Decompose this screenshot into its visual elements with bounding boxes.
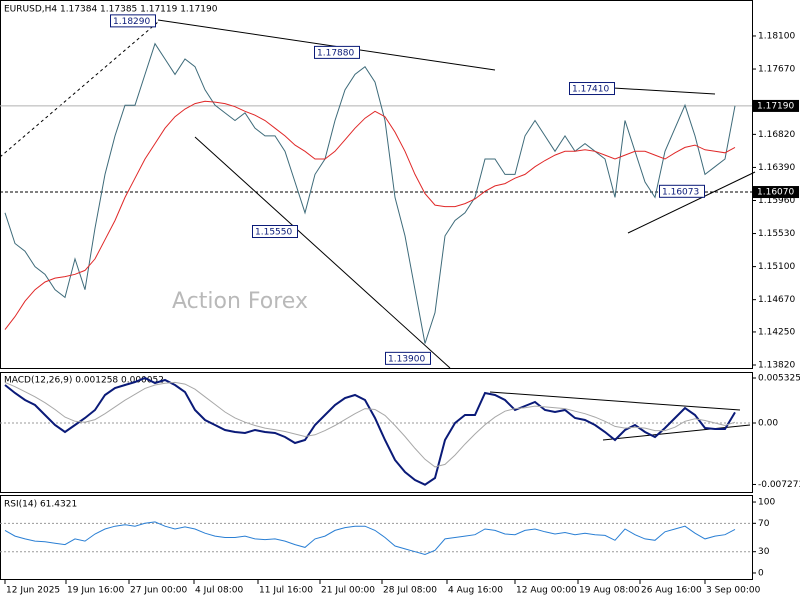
price-label: 1.16070: [757, 188, 794, 198]
indicator-title: RSI(14) 61.4321: [4, 500, 77, 510]
annotation-label: 1.17410: [572, 85, 609, 95]
annotation-label: 1.16073: [662, 187, 699, 197]
x-tick-label: 28 Jul 08:00: [383, 586, 437, 596]
annotation-box: [569, 82, 615, 96]
y-tick-label: 0.005325: [758, 374, 800, 384]
trend-line: [612, 87, 716, 95]
annotation-box: [314, 45, 360, 59]
y-tick-label: 1.15960: [758, 196, 795, 206]
annotation-label: 1.18290: [113, 17, 150, 27]
indicator-title: MACD(12,26,9) 0.001258 0.000052: [4, 376, 164, 386]
annotation-label: 1.17880: [317, 48, 354, 58]
trend-line: [194, 136, 451, 369]
trend-line: [627, 171, 756, 234]
y-tick-label: 100: [758, 498, 775, 508]
series-line: [4, 521, 736, 556]
series-line: [4, 42, 736, 344]
x-tick-label: 12 Aug 00:00: [516, 586, 577, 596]
y-tick-label: 1.17670: [758, 65, 795, 75]
y-tick-label: 70: [758, 519, 770, 529]
x-tick-label: 11 Jul 16:00: [259, 586, 313, 596]
x-tick-label: 4 Aug 16:00: [448, 586, 503, 596]
price-label: 1.17190: [757, 101, 794, 111]
x-tick-label: 21 Jul 00:00: [321, 586, 375, 596]
chart-title: EURUSD,H4 1.17384 1.17385 1.17119 1.1719…: [4, 5, 218, 15]
y-tick-label: 0: [758, 568, 764, 578]
y-tick-label: -0.007273: [758, 480, 800, 490]
x-tick-label: 26 Aug 16:00: [641, 586, 702, 596]
price-label-box: [753, 99, 799, 112]
y-tick-label: 1.13820: [758, 361, 795, 371]
y-tick-label: 1.14670: [758, 295, 795, 305]
x-tick-label: 3 Sep 00:00: [706, 586, 761, 596]
annotation-label: 1.15550: [255, 228, 292, 238]
annotation-box: [110, 14, 156, 28]
rsi-panel: [0, 495, 753, 580]
trend-line: [489, 391, 741, 411]
trend-line: [157, 19, 496, 71]
y-tick-label: 1.14250: [758, 327, 795, 337]
x-tick-label: 4 Jul 08:00: [195, 586, 244, 596]
price-label-box: [753, 186, 799, 199]
watermark: Action Forex: [172, 289, 308, 314]
annotation-box: [659, 184, 705, 198]
x-tick-label: 27 Jun 00:00: [130, 586, 187, 596]
y-tick-label: 1.16390: [758, 163, 795, 173]
y-tick-label: 0.00: [758, 419, 778, 429]
y-tick-label: 1.15100: [758, 262, 795, 272]
main-panel: [0, 0, 753, 369]
macd-panel: [0, 372, 753, 493]
y-tick-label: 30: [758, 547, 770, 557]
y-tick-label: 1.15530: [758, 229, 795, 239]
x-tick-label: 12 Jun 2025: [6, 586, 60, 596]
trend-line: [0, 21, 159, 158]
annotation-label: 1.13900: [388, 354, 425, 364]
series-line: [4, 100, 736, 330]
y-tick-label: 1.18100: [758, 31, 795, 41]
annotation-box: [385, 351, 431, 365]
series-line: [4, 381, 736, 468]
y-tick-label: 1.16820: [758, 130, 795, 140]
x-tick-label: 19 Jun 16:00: [67, 586, 124, 596]
x-tick-label: 19 Aug 08:00: [579, 586, 640, 596]
annotation-box: [252, 225, 298, 239]
